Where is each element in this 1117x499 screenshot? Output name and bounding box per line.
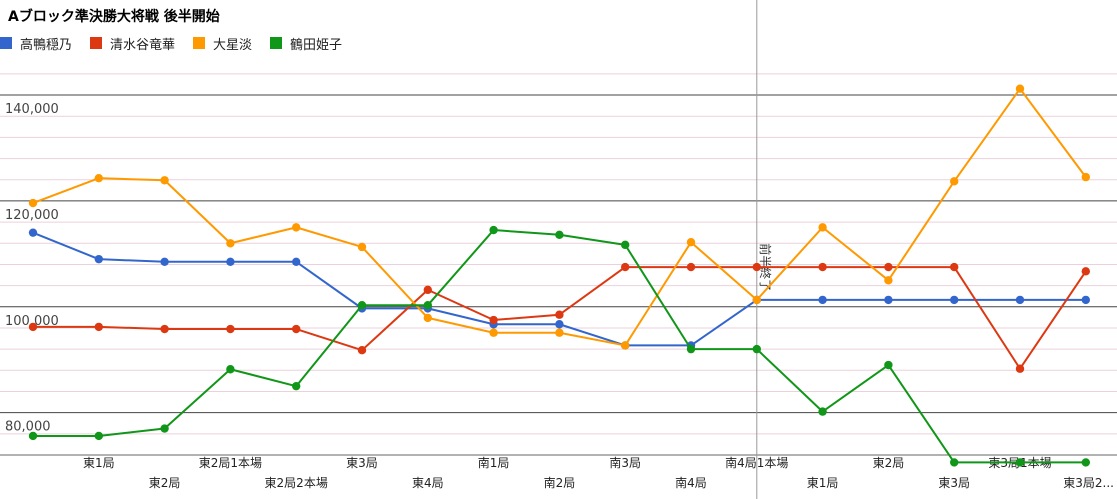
x-tick-label: 東2局2本場 [265, 476, 328, 490]
x-tick-label: 東3局2... [1063, 476, 1114, 490]
legend: 高鴨穏乃 清水谷竜華 大星淡 鶴田姫子 [0, 34, 360, 53]
x-tick-label: 南2局 [544, 475, 576, 490]
data-point [28, 198, 38, 208]
data-point [884, 262, 893, 272]
data-point [555, 328, 564, 337]
data-point [226, 257, 235, 266]
legend-item: 大星淡 [193, 34, 252, 53]
legend-item: 高鴨穏乃 [0, 34, 72, 53]
x-tick-label: 東2局1本場 [199, 456, 262, 470]
legend-item: 清水谷竜華 [90, 34, 175, 53]
legend-item: 鶴田姫子 [270, 34, 342, 53]
x-tick-label: 東2局 [873, 456, 905, 470]
chart-title: Aブロック準決勝大将戦 後半開始 [8, 9, 220, 25]
data-point [1015, 295, 1025, 305]
data-point [818, 407, 827, 416]
data-point [686, 262, 696, 272]
data-point [621, 240, 630, 250]
y-tick-label: 80,000 [5, 420, 51, 435]
data-point [357, 242, 367, 252]
data-point [1081, 295, 1091, 305]
data-point [1015, 458, 1025, 467]
data-point [555, 320, 564, 329]
data-point [160, 324, 169, 334]
data-point [884, 295, 893, 305]
data-point [950, 295, 959, 305]
data-point [818, 262, 827, 272]
x-tick-label: 東3局 [938, 476, 970, 490]
data-point [1015, 364, 1025, 373]
data-point [621, 262, 630, 272]
y-tick-label: 120,000 [5, 208, 59, 223]
legend-swatch [90, 37, 103, 49]
legend-label: 大星淡 [213, 37, 253, 53]
data-point [1081, 172, 1091, 182]
data-point [489, 328, 498, 337]
data-point [1081, 458, 1091, 467]
data-point [752, 262, 761, 272]
data-point [423, 300, 432, 310]
data-point [292, 324, 301, 334]
data-point [752, 344, 761, 354]
data-point [28, 228, 38, 237]
data-point [1015, 84, 1025, 93]
x-tick-label: 南3局 [609, 455, 641, 470]
data-point [160, 176, 169, 185]
data-point [160, 257, 169, 266]
y-tick-label: 140,000 [5, 102, 59, 117]
data-point [292, 223, 301, 232]
data-point [818, 223, 827, 232]
x-tick-label: 南4局 [675, 475, 707, 490]
data-point [94, 254, 104, 264]
data-point [950, 262, 959, 272]
data-point [489, 315, 498, 325]
data-point [686, 344, 696, 354]
data-point [94, 431, 104, 441]
data-point [292, 257, 301, 266]
data-point [292, 381, 301, 391]
data-point [818, 295, 827, 305]
data-point [555, 230, 564, 239]
x-tick-label: 南4局1本場 [725, 455, 788, 470]
legend-swatch [0, 37, 12, 49]
legend-swatch [193, 37, 206, 49]
legend-label: 鶴田姫子 [290, 37, 343, 53]
data-point [357, 345, 367, 355]
data-point [226, 324, 235, 334]
data-point [950, 458, 959, 467]
data-point [226, 239, 235, 248]
data-point [1081, 267, 1091, 276]
data-point [555, 310, 564, 319]
x-tick-label: 東3局 [346, 456, 378, 470]
x-tick-label: 東2局 [149, 476, 181, 490]
data-point [686, 238, 696, 247]
data-point [489, 225, 498, 235]
x-tick-label: 東1局 [807, 476, 839, 490]
data-point [28, 322, 38, 332]
data-point [884, 360, 893, 370]
legend-label: 清水谷竜華 [110, 37, 176, 53]
data-point [423, 285, 432, 295]
x-tick-label: 東4局 [412, 476, 444, 490]
data-point [621, 341, 630, 350]
y-tick-label: 100,000 [5, 314, 59, 329]
data-point [94, 173, 104, 183]
legend-label: 高鴨穏乃 [20, 37, 73, 53]
legend-swatch [270, 37, 283, 49]
data-point [226, 365, 235, 374]
data-point [752, 295, 761, 305]
data-point [357, 300, 367, 310]
data-point [950, 177, 959, 186]
data-point [160, 424, 169, 433]
data-point [94, 322, 104, 332]
x-tick-label: 東1局 [83, 456, 115, 470]
x-tick-label: 南1局 [478, 455, 510, 470]
data-point [28, 431, 38, 441]
data-point [423, 313, 432, 323]
data-point [884, 276, 893, 285]
